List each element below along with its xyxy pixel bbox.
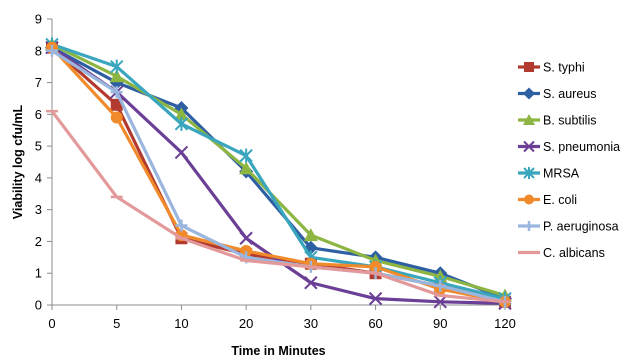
- y-tick-label: 0: [35, 298, 42, 313]
- data-point-marker: [304, 276, 318, 290]
- legend-item: C. albicans: [518, 246, 605, 260]
- y-tick-label: 8: [35, 43, 42, 58]
- x-tick-label: 120: [494, 316, 516, 331]
- legend-label: C. albicans: [543, 246, 605, 260]
- data-point-marker: [109, 69, 124, 83]
- legend-item: S. aureus: [518, 87, 597, 101]
- x-axis-title: Time in Minutes: [231, 344, 325, 358]
- y-tick-label: 2: [35, 234, 42, 249]
- data-point-marker: [46, 44, 58, 57]
- data-point-marker: [524, 62, 534, 72]
- data-point-marker: [434, 279, 447, 292]
- x-tick-label: 60: [368, 316, 382, 331]
- y-tick-labels: 0 1 2 3 4 5 6 7 8 9: [35, 12, 52, 313]
- legend-label: MRSA: [543, 167, 580, 181]
- x-tick-label: 20: [239, 316, 253, 331]
- y-tick-label: 9: [35, 12, 42, 27]
- legend-item: B. subtilis: [518, 114, 597, 128]
- series-line: [50, 110, 506, 304]
- data-point-marker: [174, 145, 189, 160]
- x-tick-label: 5: [113, 316, 120, 331]
- data-point-marker: [524, 194, 534, 205]
- legend-item: S. typhi: [518, 61, 585, 75]
- data-point-marker: [239, 231, 253, 245]
- x-tick-label: 90: [433, 316, 447, 331]
- data-point-marker: [523, 140, 535, 153]
- data-point-marker: [110, 86, 123, 99]
- y-tick-label: 6: [35, 107, 42, 122]
- data-point-marker: [433, 295, 447, 309]
- y-axis-title: Viability log cfu/mL: [11, 104, 25, 219]
- legend-label: S. typhi: [543, 61, 585, 75]
- data-point-marker: [369, 260, 382, 273]
- series-line: [51, 42, 506, 298]
- series-line: [51, 46, 506, 301]
- legend: S. typhi S. aureus B. subtilis S. pneumonia…: [518, 61, 620, 260]
- y-tick-label: 3: [35, 202, 42, 217]
- y-tick-label: 7: [35, 75, 42, 90]
- legend-item: E. coli: [518, 193, 577, 207]
- series-c-albicans: [46, 109, 511, 304]
- y-tick-label: 1: [35, 266, 42, 281]
- data-point-marker: [174, 116, 189, 131]
- data-point-marker: [239, 161, 254, 175]
- data-point-marker: [240, 244, 253, 257]
- legend-label: E. coli: [543, 193, 577, 207]
- data-point-marker: [239, 148, 253, 163]
- legend-label: B. subtilis: [543, 114, 597, 128]
- data-point-marker: [110, 59, 124, 74]
- legend-item: S. pneumonia: [518, 140, 620, 154]
- series-layer: [45, 37, 512, 311]
- y-tick-label: 4: [35, 170, 42, 185]
- legend-label: P. aeruginosa: [543, 220, 619, 234]
- data-point-marker: [523, 167, 535, 179]
- y-tick-label: 5: [35, 139, 42, 154]
- data-point-marker: [368, 291, 383, 306]
- legend-label: S. aureus: [543, 87, 597, 101]
- x-tick-labels: 0 5 10 20 30 60 90 120: [48, 305, 516, 331]
- data-point-marker: [175, 219, 188, 232]
- data-point-marker: [303, 228, 318, 242]
- x-tick-label: 10: [174, 316, 188, 331]
- x-tick-label: 0: [48, 316, 55, 331]
- axes: [51, 19, 505, 306]
- data-point-marker: [174, 107, 189, 121]
- data-point-marker: [523, 114, 535, 125]
- data-point-marker: [110, 111, 123, 124]
- series-line: [51, 42, 506, 301]
- legend-item: MRSA: [518, 167, 580, 181]
- x-tick-label: 30: [304, 316, 318, 331]
- legend-item: P. aeruginosa: [518, 220, 619, 234]
- data-point-marker: [523, 87, 535, 100]
- data-point-marker: [524, 221, 534, 231]
- legend-label: S. pneumonia: [543, 140, 620, 154]
